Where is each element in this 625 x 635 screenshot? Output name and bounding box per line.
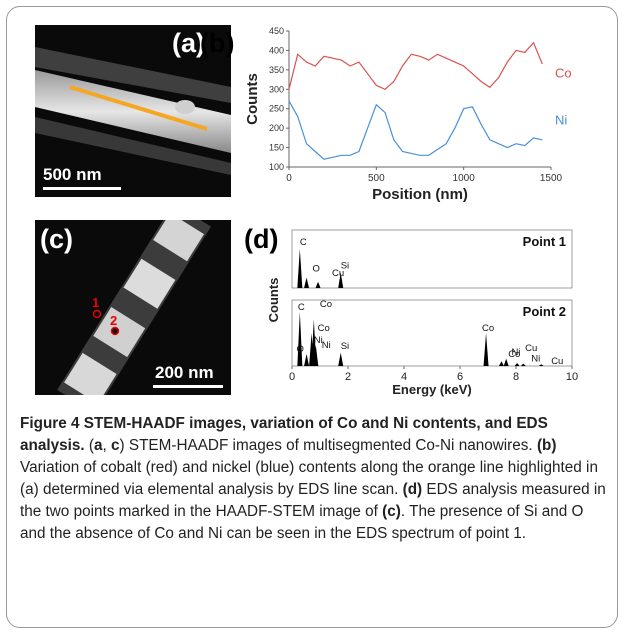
spectrum-peak [338,352,344,366]
scale-bar-a [43,187,121,190]
spectrum-peak [304,277,310,288]
peak-label: C [298,302,305,313]
spectrum-peak [520,363,526,366]
line-scan-path [69,85,208,131]
peak-label: Co [318,323,330,334]
caption-text: , [102,437,112,454]
series-label-co: Co [555,66,572,81]
y-tick-label: 400 [269,45,284,55]
y-tick-label: 250 [269,104,284,114]
x-tick-label: 10 [566,371,578,383]
y-tick-label: 300 [269,84,284,94]
x-tick-label: 4 [401,371,407,383]
caption-text: ) STEM-HAADF images of multisegmented Co… [119,437,537,454]
peak-label: Cu [332,268,344,279]
series-line-co [288,41,543,91]
spectrum-peak [309,333,315,366]
figure-frame [6,6,618,628]
peak-label: Ni [322,340,331,351]
spectrum-peak [297,249,303,288]
caption-title: Figure 4 STEM-HAADF images, variation of… [20,415,548,454]
figure-caption: Figure 4 STEM-HAADF images, variation of… [20,413,610,545]
x-tick-label: 500 [368,173,385,184]
y-axis-label: Counts [266,278,281,323]
y-tick-label: 200 [269,123,284,133]
peak-label: O [297,344,304,355]
panel-label-c: (c) [40,224,73,254]
x-tick-label: 1500 [540,173,563,184]
spectrum-peak [313,354,319,366]
peak-label: O [313,264,320,275]
peak-label: Co [482,323,494,334]
caption-ref-b: (b) [536,437,557,454]
caption-ref-a: a [94,437,103,454]
peak-label: Cu [525,343,537,354]
spectrum-peak [538,364,544,366]
stem-image-a: 500 nm [35,25,231,197]
spectrum-peak [514,363,520,366]
peak-label: Si [341,341,349,352]
spectrum-title: Point 1 [523,234,566,249]
y-tick-label: 150 [269,143,284,153]
spectrum-peak [297,312,303,366]
peak-label: Co [508,349,520,360]
caption-text: . The presence of Si and O and the absen… [20,503,584,542]
x-tick-label: 2 [345,371,351,383]
spectrum-peak [338,272,344,288]
x-tick-label: 8 [513,371,519,383]
panel-label-d: (d) [244,224,279,254]
scale-bar-c [153,385,223,388]
spectrum-peak [315,281,321,288]
x-tick-label: 1000 [453,173,476,184]
peak-label: Si [341,260,349,271]
scale-label-c: 200 nm [155,363,214,382]
y-axis-label: Counts [244,73,261,125]
panel-label-b: (b) [200,28,235,58]
peak-label: Ni [531,354,540,365]
series-line-ni [288,100,543,160]
x-tick-label: 0 [286,173,292,184]
peak-label: Co [320,299,332,310]
panel-label-a: (a) [172,28,205,58]
spectrum-peak [483,333,489,366]
caption-text: Variation of cobalt (red) and nickel (bl… [20,459,598,498]
x-tick-label: 0 [289,371,295,383]
spectrum-peak [503,358,509,366]
stem-image-c: 1 2 200 nm [35,220,231,395]
point2-label: 2 [110,313,117,328]
x-tick-label: 6 [457,371,463,383]
caption-ref-d: (d) [402,481,423,498]
peak-label: C [300,237,307,248]
scale-label-a: 500 nm [43,165,102,184]
peak-label: Cu [551,356,563,367]
caption-text: EDS analysis measured in the two points … [20,481,606,520]
peak-label: Ni [511,347,520,358]
line-scan-chart: 100 150 200 250 300 350 400 450 0 500 1000 1500 Posi… [244,26,572,203]
caption-text: ( [84,437,94,454]
spectrum-frame [291,229,573,289]
y-tick-label: 350 [269,65,284,75]
spectrum-peak [304,354,310,366]
series-label-ni: Ni [555,112,567,127]
x-axis-label: Energy (keV) [392,382,471,397]
spectrum-title: Point 2 [523,304,566,319]
peak-label: Ni [314,335,323,346]
x-axis-label: Position (nm) [372,186,468,203]
spectrum-peak [498,361,504,366]
caption-ref-c2: (c) [382,503,401,520]
point1-marker [92,309,102,319]
y-tick-label: 100 [269,162,284,172]
caption-ref-c: c [111,437,120,454]
y-tick-label: 450 [269,26,284,36]
point1-label: 1 [92,295,99,310]
spectrum-frame [291,299,573,367]
point2-marker [110,326,120,336]
